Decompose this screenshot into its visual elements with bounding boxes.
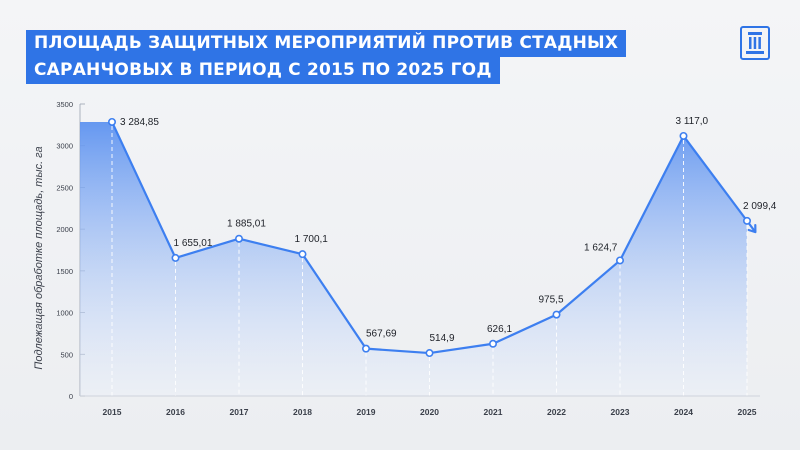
data-label: 3 284,85 bbox=[120, 117, 159, 128]
data-label: 1 700,1 bbox=[295, 234, 329, 245]
data-label: 1 624,7 bbox=[584, 242, 618, 253]
drop-lines bbox=[111, 125, 748, 396]
x-tick-label: 2025 bbox=[738, 407, 757, 417]
data-label: 626,1 bbox=[487, 324, 512, 335]
x-tick-label: 2018 bbox=[293, 407, 312, 417]
y-axis-label: Подлежащая обработке площадь, тыс. га bbox=[33, 146, 45, 369]
data-point bbox=[615, 256, 624, 265]
chart-title: ПЛОЩАДЬ ЗАЩИТНЫХ МЕРОПРИЯТИЙ ПРОТИВ СТАД… bbox=[26, 30, 627, 84]
y-tick-label: 1000 bbox=[56, 309, 73, 318]
data-points bbox=[108, 117, 751, 358]
series-line bbox=[111, 121, 757, 355]
x-tick-label: 2015 bbox=[103, 407, 122, 417]
x-tick-label: 2023 bbox=[611, 407, 630, 417]
x-tick-label: 2021 bbox=[484, 407, 503, 417]
y-tick-label: 500 bbox=[60, 350, 73, 359]
y-axis-label-text: Подлежащая обработке площадь, тыс. га bbox=[33, 146, 45, 369]
data-label: 1 655,01 bbox=[174, 238, 213, 249]
x-axis: 2015 2016 2017 2018 2019 2020 2021 2022 2023 2024… bbox=[80, 395, 760, 417]
data-label: 567,69 bbox=[366, 329, 397, 340]
x-tick-label: 2016 bbox=[166, 407, 185, 417]
data-point bbox=[679, 131, 688, 140]
x-tick-label: 2020 bbox=[420, 407, 439, 417]
y-tick-label: 2500 bbox=[56, 183, 73, 192]
y-tick-label: 0 bbox=[69, 392, 73, 401]
series-line-path bbox=[111, 121, 757, 355]
y-tick-label: 3500 bbox=[56, 100, 73, 109]
data-label: 514,9 bbox=[430, 333, 455, 344]
data-label: 3 117,0 bbox=[676, 116, 709, 127]
data-label: 2 099,4 bbox=[743, 201, 777, 212]
chart-title-line-1: ПЛОЩАДЬ ЗАЩИТНЫХ МЕРОПРИЯТИЙ ПРОТИВ СТАД… bbox=[26, 30, 627, 57]
x-tick-label: 2022 bbox=[547, 407, 566, 417]
data-point bbox=[425, 349, 434, 358]
x-tick-label: 2017 bbox=[230, 407, 249, 417]
data-label: 1 885,01 bbox=[227, 219, 266, 230]
data-labels: 3 284,85 1 655,01 1 885,01 1 700,1 567,69 514… bbox=[120, 116, 777, 344]
data-point bbox=[488, 339, 497, 348]
data-point bbox=[361, 344, 370, 353]
data-point bbox=[235, 234, 244, 243]
trend-arrow bbox=[747, 223, 757, 234]
data-point bbox=[742, 216, 751, 225]
y-tick-label: 2000 bbox=[56, 225, 73, 234]
data-label: 975,5 bbox=[539, 295, 564, 306]
y-tick-label: 3000 bbox=[56, 142, 73, 151]
x-tick-label: 2024 bbox=[674, 407, 693, 417]
area-fill bbox=[80, 121, 747, 397]
data-point bbox=[108, 117, 117, 126]
area-fill-shape bbox=[80, 121, 747, 397]
x-tick-label: 2019 bbox=[357, 407, 376, 417]
y-tick-label: 1500 bbox=[56, 267, 73, 276]
data-point bbox=[298, 250, 307, 259]
building-emblem-icon bbox=[736, 24, 774, 62]
data-point bbox=[552, 310, 561, 319]
data-point bbox=[171, 253, 180, 262]
chart-title-line-2: САРАНЧОВЫХ В ПЕРИОД С 2015 ПО 2025 ГОД bbox=[26, 57, 500, 84]
